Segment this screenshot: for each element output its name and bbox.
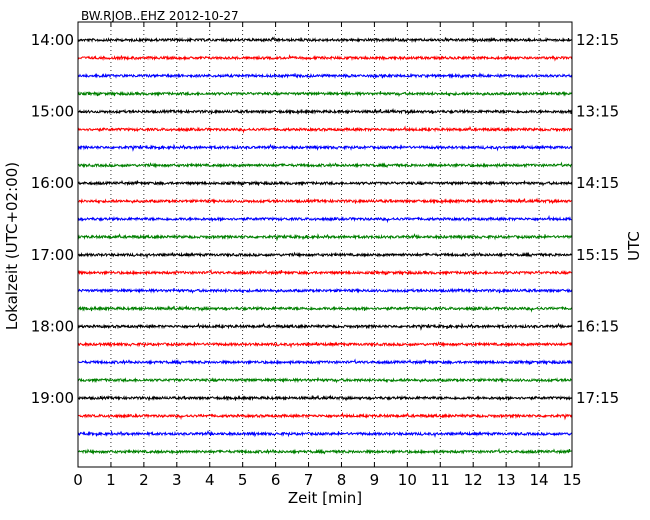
trace-line xyxy=(77,197,573,205)
trace-line xyxy=(77,287,573,294)
x-tick-label: 11 xyxy=(431,471,450,489)
y-tick-label-left: 14:00 xyxy=(31,31,74,49)
trace-line xyxy=(77,214,573,224)
x-tick-label: 10 xyxy=(398,471,417,489)
grid-layer xyxy=(110,22,540,467)
y-tick-label-left: 16:00 xyxy=(31,174,74,192)
trace-line xyxy=(77,377,573,384)
y-tick-label-right: 14:15 xyxy=(576,174,619,192)
plot-frame xyxy=(77,21,573,468)
y-tick-label-right: 16:15 xyxy=(576,317,619,335)
trace-line xyxy=(77,394,573,402)
y-tick-label-right: 13:15 xyxy=(576,103,619,121)
y-axis-label-left: Lokalzeit (UTC+02:00) xyxy=(3,162,21,330)
y-tick-label-left: 15:00 xyxy=(31,103,74,121)
x-tick-label: 14 xyxy=(530,471,549,489)
trace-line xyxy=(77,429,573,438)
x-axis-label: Zeit [min] xyxy=(288,489,362,507)
trace-line xyxy=(77,125,573,134)
trace-line xyxy=(77,90,573,98)
tick-layer: 0 1 2 3 4 5 6 7 8 9 10 11 12 13 14 1514:0015:0016:0017:… xyxy=(31,22,619,489)
trace-line xyxy=(77,341,573,349)
x-tick-label: 7 xyxy=(304,471,314,489)
trace-line xyxy=(77,268,573,277)
x-tick-label: 0 xyxy=(73,471,83,489)
y-axis-label-right: UTC xyxy=(625,231,643,261)
trace-line xyxy=(77,322,573,331)
x-tick-label: 8 xyxy=(337,471,347,489)
trace-line xyxy=(77,53,573,62)
trace-line xyxy=(77,107,573,115)
trace-line xyxy=(77,411,573,421)
chart-title: BW.RJOB..EHZ 2012-10-27 xyxy=(81,9,239,23)
y-tick-label-right: 15:15 xyxy=(576,246,619,264)
trace-line xyxy=(77,36,573,44)
trace-line xyxy=(77,179,573,187)
y-tick-label-left: 19:00 xyxy=(31,389,74,407)
x-tick-label: 12 xyxy=(464,471,483,489)
trace-line xyxy=(77,143,573,152)
x-tick-label: 5 xyxy=(238,471,248,489)
y-tick-label-left: 18:00 xyxy=(31,317,74,335)
x-tick-label: 2 xyxy=(139,471,149,489)
trace-line xyxy=(77,233,573,242)
trace-line xyxy=(77,251,573,259)
trace-line xyxy=(77,304,573,313)
trace-line xyxy=(77,358,573,366)
y-tick-label-right: 17:15 xyxy=(576,389,619,407)
trace-layer xyxy=(77,36,573,456)
y-tick-label-right: 12:15 xyxy=(576,31,619,49)
x-tick-label: 1 xyxy=(106,471,116,489)
x-tick-label: 15 xyxy=(562,471,581,489)
x-tick-label: 6 xyxy=(271,471,281,489)
trace-line xyxy=(77,447,573,456)
x-tick-label: 9 xyxy=(370,471,380,489)
trace-line xyxy=(77,161,573,169)
x-tick-label: 3 xyxy=(172,471,182,489)
y-tick-label-left: 17:00 xyxy=(31,246,74,264)
trace-line xyxy=(77,72,573,79)
x-tick-label: 4 xyxy=(205,471,215,489)
x-tick-label: 13 xyxy=(497,471,516,489)
